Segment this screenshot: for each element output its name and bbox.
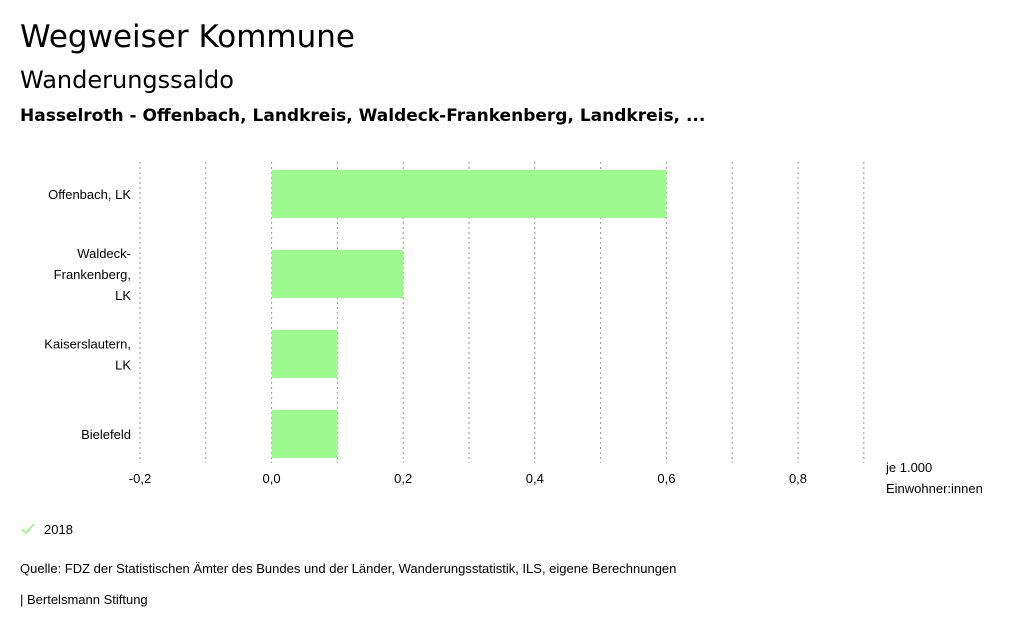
tick-label: 0,4 xyxy=(526,471,544,486)
bar xyxy=(271,170,667,218)
category-label: Kaiserslautern, xyxy=(44,337,131,352)
axis-unit-label: je 1.000 xyxy=(885,460,932,475)
tick-label: 0,2 xyxy=(394,471,412,486)
axis-unit-label: Einwohner:innen xyxy=(886,481,983,496)
bar xyxy=(271,250,404,298)
category-label: Waldeck- xyxy=(77,246,131,261)
tick-label: 0,8 xyxy=(789,471,807,486)
category-label: LK xyxy=(115,288,131,303)
legend-label-2018: 2018 xyxy=(44,521,73,537)
legend[interactable]: 2018 xyxy=(20,521,73,537)
bar xyxy=(271,330,338,378)
publisher-note: | Bertelsmann Stiftung xyxy=(20,592,148,607)
tick-label: -0,2 xyxy=(129,471,151,486)
chart-region-subtitle: Hasselroth - Offenbach, Landkreis, Walde… xyxy=(20,106,706,126)
bar xyxy=(271,410,338,458)
category-label: LK xyxy=(115,358,131,373)
check-icon xyxy=(21,523,35,535)
category-label: Offenbach, LK xyxy=(48,187,131,202)
tick-label: 0,6 xyxy=(657,471,675,486)
tick-label: 0,0 xyxy=(263,471,281,486)
page-title: Wegweiser Kommune xyxy=(20,19,355,55)
source-note: Quelle: FDZ der Statistischen Ämter des … xyxy=(20,561,677,576)
category-label: Bielefeld xyxy=(81,427,131,442)
category-label: Frankenberg, xyxy=(54,267,131,282)
chart-subtitle: Wanderungssaldo xyxy=(20,66,234,94)
